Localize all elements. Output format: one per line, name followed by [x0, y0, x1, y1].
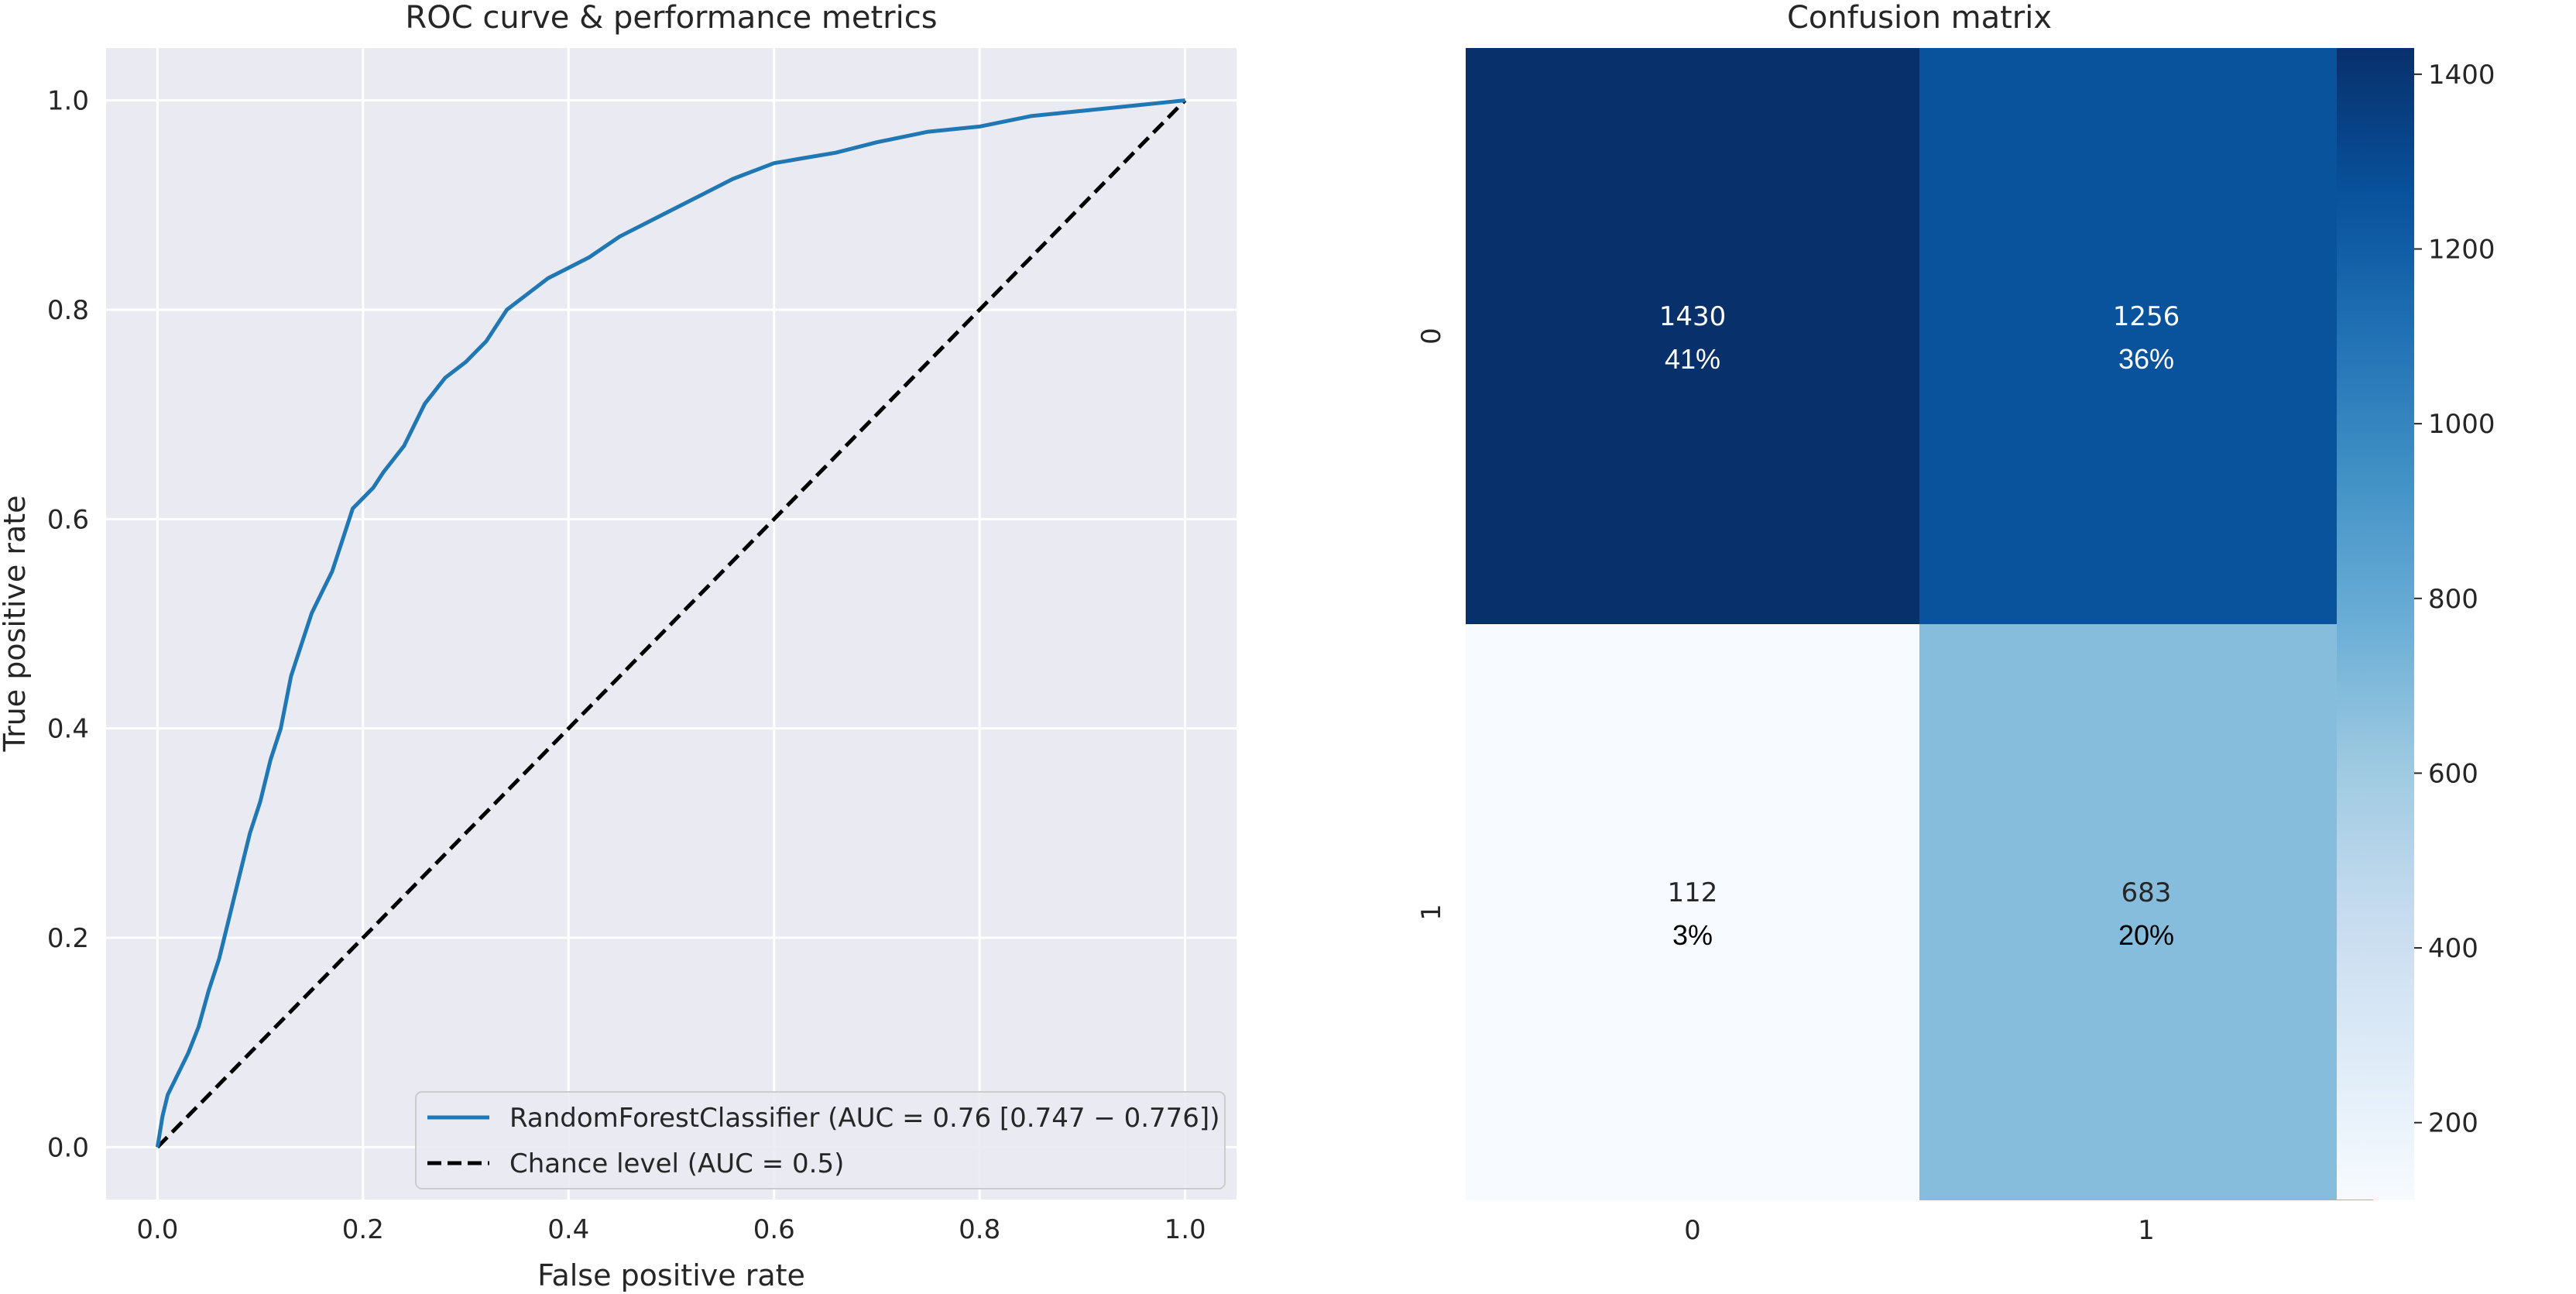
- colorbar-tick-label: 1400: [2428, 60, 2495, 91]
- chance-level-line: [156, 98, 1187, 1149]
- cm-cell-percent: 36%: [2118, 343, 2174, 375]
- x-tick-label: 0.6: [753, 1214, 795, 1245]
- roc-y-axis-label: True positive rate: [0, 495, 32, 752]
- roc-gridlines: [106, 48, 1237, 1200]
- cm-axis-ticks: 0 1 0 1: [1416, 328, 2155, 1246]
- y-tick-label: 0.0: [47, 1132, 89, 1163]
- colorbar-tick-label: 400: [2428, 933, 2478, 964]
- colorbar-tick-label: 600: [2428, 758, 2478, 789]
- cm-y-tick-label: 1: [1416, 904, 1447, 921]
- x-tick-label: 1.0: [1165, 1214, 1206, 1245]
- legend-frame: [415, 1091, 1226, 1189]
- x-tick-label: 0.8: [959, 1214, 1000, 1245]
- cm-cell: [1466, 48, 1919, 624]
- cm-title: Confusion matrix: [1787, 0, 2052, 36]
- cm-x-tick-label: 0: [1684, 1215, 1701, 1246]
- colorbar-tick-label: 800: [2428, 584, 2478, 615]
- cm-cell: [1466, 624, 1919, 1200]
- legend-label-chance: Chance level (AUC = 0.5): [509, 1148, 844, 1179]
- cm-cell-count: 683: [2122, 877, 2172, 908]
- roc-y-ticks: 0.0 0.2 0.4 0.6 0.8 1.0: [47, 86, 89, 1164]
- roc-x-axis-label: False positive rate: [537, 1258, 805, 1292]
- roc-series: [155, 98, 1187, 1149]
- y-tick-label: 0.8: [47, 295, 89, 326]
- cm-cell-count: 1256: [2113, 301, 2180, 332]
- cm-cells: [1466, 48, 2373, 1200]
- confusion-matrix: 1430 41% 1256 36% 112 3% 683 20% 0 1 0 1 Confusion…: [1416, 0, 2495, 1246]
- cm-y-tick-label: 0: [1416, 328, 1447, 345]
- cm-cell: [1919, 48, 2373, 624]
- cm-cell: [1919, 624, 2373, 1200]
- colorbar-tick-label: 1000: [2428, 409, 2495, 440]
- legend-label-roc: RandomForestClassifier (AUC = 0.76 [0.74…: [509, 1103, 1219, 1134]
- colorbar-tick-label: 1200: [2428, 234, 2495, 265]
- roc-curve-line: [155, 98, 1185, 1148]
- x-tick-label: 0.0: [136, 1214, 178, 1245]
- x-tick-label: 0.2: [342, 1214, 384, 1245]
- colorbar-ticks: 200 400 600 800 1000 1200 1400: [2414, 60, 2495, 1139]
- x-tick-label: 0.4: [547, 1214, 589, 1245]
- cm-cell-percent: 41%: [1665, 343, 1720, 375]
- roc-title: ROC curve & performance metrics: [405, 0, 937, 36]
- cm-cell-labels: 1430 41% 1256 36% 112 3% 683 20%: [1659, 301, 2180, 951]
- roc-legend: RandomForestClassifier (AUC = 0.76 [0.74…: [415, 1091, 1226, 1189]
- y-tick-label: 1.0: [47, 86, 89, 117]
- cm-cell-percent: 20%: [2118, 919, 2174, 951]
- y-tick-label: 0.4: [47, 714, 89, 745]
- cm-x-tick-label: 1: [2138, 1215, 2155, 1246]
- y-tick-label: 0.2: [47, 923, 89, 954]
- roc-x-ticks: 0.0 0.2 0.4 0.6 0.8 1.0: [136, 1214, 1206, 1245]
- cm-cell-count: 1430: [1659, 301, 1727, 332]
- y-tick-label: 0.6: [47, 504, 89, 535]
- colorbar: [2337, 48, 2414, 1200]
- cm-cell-percent: 3%: [1672, 919, 1713, 951]
- colorbar-tick-label: 200: [2428, 1108, 2478, 1139]
- roc-chart: 0.0 0.2 0.4 0.6 0.8 1.0 0.0 0.2 0.4 0.6 0.8 1.0 RO…: [0, 0, 1237, 1292]
- cm-cell-count: 112: [1668, 877, 1718, 908]
